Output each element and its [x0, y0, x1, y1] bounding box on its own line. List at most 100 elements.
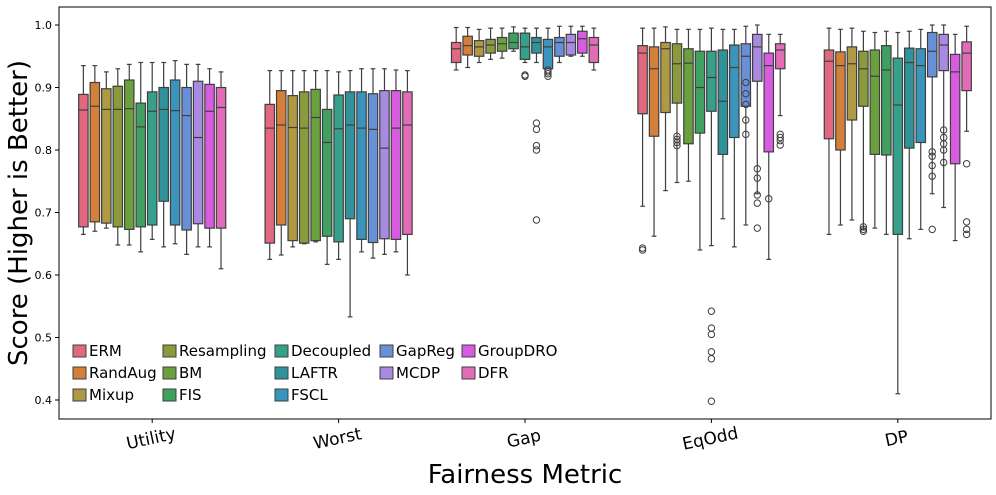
- legend-item-laftr: LAFTR: [274, 364, 338, 382]
- box-fis-dp: [881, 30, 892, 235]
- box-erm-utility: [78, 65, 89, 235]
- outlier-point: [521, 71, 529, 79]
- box-randaug-eqodd: [648, 27, 660, 237]
- box-body: [835, 51, 846, 151]
- box-body: [858, 50, 869, 107]
- outlier-point: [753, 191, 761, 199]
- x-axis-label: Fairness Metric: [428, 460, 623, 490]
- box-body: [123, 79, 135, 230]
- legend-label: GapReg: [396, 342, 455, 360]
- box-body: [264, 103, 276, 244]
- box-decoupled-eqodd: [706, 27, 717, 405]
- legend-swatch: [379, 366, 394, 380]
- box-body: [637, 45, 648, 115]
- legend-label: RandAug: [89, 364, 157, 382]
- box-body: [823, 49, 835, 140]
- outlier-point: [776, 133, 784, 142]
- legend-label: Decoupled: [291, 342, 371, 360]
- box-body: [926, 31, 938, 78]
- box-body: [192, 80, 204, 225]
- box-mixup-worst: [287, 70, 299, 248]
- outlier-point: [753, 165, 761, 173]
- legend-label: DFR: [478, 364, 509, 382]
- legend-swatch: [72, 388, 87, 402]
- legend-swatch: [379, 344, 394, 358]
- box-body: [717, 49, 729, 155]
- legend-item-erm: ERM: [72, 342, 122, 360]
- box-fscl-gap: [542, 27, 554, 80]
- box-body: [215, 86, 227, 229]
- box-bm-gap: [496, 27, 508, 59]
- box-body: [321, 108, 333, 237]
- box-body: [869, 49, 881, 155]
- legend-label: FSCL: [291, 386, 328, 404]
- box-laftr-worst: [344, 70, 356, 318]
- box-fis-utility: [135, 61, 147, 253]
- outlier-point: [707, 397, 716, 405]
- box-dfr-dp: [961, 25, 972, 239]
- outlier-point: [707, 324, 716, 332]
- box-randaug-gap: [462, 26, 473, 69]
- box-body: [112, 85, 124, 228]
- box-body: [275, 90, 287, 226]
- box-body: [915, 48, 927, 144]
- outlier-point: [776, 130, 784, 139]
- box-laftr-dp: [903, 30, 915, 240]
- y-tick-label: 0.8: [35, 144, 53, 157]
- outlier-point: [532, 119, 541, 127]
- box-mixup-eqodd: [660, 26, 671, 192]
- x-tick-label: EqOdd: [681, 423, 740, 454]
- box-body: [519, 32, 531, 60]
- outlier-point: [939, 133, 948, 142]
- x-tick-label: Worst: [312, 424, 364, 454]
- box-body: [344, 91, 356, 220]
- box-body: [774, 43, 786, 70]
- outlier-point: [753, 199, 761, 207]
- outlier-point: [776, 141, 784, 149]
- outlier-point: [962, 230, 971, 239]
- box-mixup-dp: [846, 27, 858, 221]
- legend-swatch: [274, 388, 289, 402]
- legend-label: MCDP: [396, 364, 440, 382]
- outlier-point: [673, 132, 681, 140]
- legend-item-decoupled: Decoupled: [274, 342, 371, 360]
- box-body: [577, 30, 588, 54]
- outlier-point: [544, 70, 552, 78]
- box-bm-utility: [123, 63, 135, 246]
- legend-swatch: [162, 388, 177, 402]
- box-body: [379, 90, 390, 240]
- box-body: [542, 38, 554, 70]
- outlier-point: [742, 100, 750, 109]
- box-gapreg-dp: [926, 24, 938, 234]
- box-bm-dp: [869, 31, 881, 229]
- box-mcdp-utility: [192, 63, 204, 248]
- outlier-point: [859, 227, 868, 235]
- box-body: [89, 81, 101, 223]
- legend-label: Resampling: [179, 342, 266, 360]
- box-body: [402, 91, 413, 235]
- legend: ERM RandAug Mixup Resampling BM FIS Decoupled L…: [72, 342, 557, 404]
- legend-label: FIS: [179, 386, 202, 404]
- outlier-point: [532, 146, 541, 154]
- legend-swatch: [162, 366, 177, 380]
- box-erm-worst: [264, 70, 276, 260]
- box-body: [485, 38, 496, 54]
- box-dfr-gap: [588, 27, 600, 71]
- box-groupdro-worst: [390, 69, 402, 253]
- outlier-point: [939, 158, 948, 167]
- box-erm-gap: [450, 26, 462, 71]
- outlier-point: [939, 126, 948, 134]
- box-body: [903, 47, 915, 149]
- box-gapreg-gap: [554, 25, 565, 64]
- legend-label: ERM: [89, 342, 122, 360]
- box-body: [565, 33, 577, 56]
- box-body: [146, 91, 158, 226]
- box-body: [333, 94, 344, 243]
- box-groupdro-dp: [949, 33, 961, 242]
- box-decoupled-worst: [333, 71, 344, 260]
- x-tick-label: Gap: [505, 426, 543, 453]
- outlier-point: [928, 161, 936, 170]
- box-mcdp-dp: [938, 24, 949, 209]
- outlier-point: [928, 148, 936, 156]
